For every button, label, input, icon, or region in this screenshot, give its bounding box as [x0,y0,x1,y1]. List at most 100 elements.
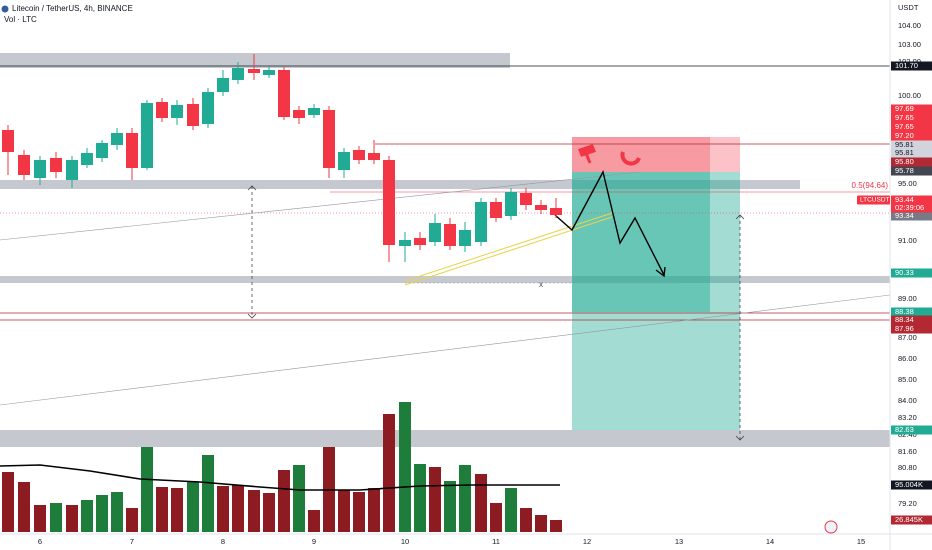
volume-bar [278,470,290,532]
volume-bar [202,455,214,532]
price-axis-label: 81.60 [898,447,917,456]
price-axis-label: 95.00 [898,179,917,188]
candle-body [156,102,168,118]
volume-bar [520,508,532,532]
volume-bar [550,520,562,532]
candle-body [18,155,30,175]
candle-body [490,202,502,218]
price-tag [891,122,932,132]
channel-line [404,212,613,282]
volume-bar [66,505,78,532]
candle-body [308,108,320,115]
volume-bar [429,467,441,532]
volume-bar [475,474,487,532]
symbol-tag-timer: 02:39:06 [895,203,924,212]
price-tag [891,104,932,114]
target-zone [572,172,710,312]
price-tag [891,166,932,176]
candle-body [34,160,46,178]
price-axis-label: 89.00 [898,294,917,303]
price-tag-label: 95.78 [895,166,914,175]
candle-body [414,238,426,245]
price-tag-label: 97.65 [895,122,914,131]
time-axis-label: 15 [857,537,865,546]
volume-bar [383,414,395,532]
volume-bar [399,402,411,532]
time-axis-label: 8 [221,537,225,546]
price-tag-label: 90.33 [895,268,914,277]
volume-bar [126,508,138,532]
stop-zone [710,137,740,172]
price-tag [891,515,932,525]
price-tag [891,480,932,490]
price-axis-label: 84.00 [898,396,917,405]
candle-body [535,205,547,210]
price-tag-label: 82.63 [895,425,914,434]
price-tag [891,113,932,123]
price-tag [891,315,932,325]
volume-bar [81,500,93,532]
price-axis-label: 91.00 [898,236,917,245]
time-axis-label: 12 [583,537,591,546]
channel-line [404,216,613,286]
price-tag-label: 97.65 [895,113,914,122]
time-axis-label: 7 [130,537,134,546]
projection-path [554,170,665,276]
volume-ma [0,464,560,491]
price-tag [891,211,932,221]
price-tag [891,268,932,278]
candle-body [505,192,517,216]
zone [0,276,890,283]
symbol-tag-price: 93.44 [895,195,914,204]
time-axis-label: 13 [675,537,683,546]
candle-body [50,158,62,172]
price-axis-label: 104.00 [898,21,921,30]
trend-line [0,294,891,406]
candle-body [293,110,305,118]
time-axis-label: 11 [492,537,500,546]
price-axis-label: 79.20 [898,499,917,508]
magnet-icon [620,151,641,166]
candle-body [368,153,380,160]
volume-bar [141,447,153,532]
volume-bar [535,515,547,532]
symbol-tag-name: LTCUSDT [860,197,890,204]
price-tag [891,324,932,334]
target-zone [572,172,740,430]
volume-bar [414,464,426,532]
price-tag-label: 95.81 [895,148,914,157]
volume-bar [338,490,350,532]
price-axis-label: 83.20 [898,413,917,422]
candle-body [141,103,153,168]
time-axis-label: 6 [38,537,42,546]
candle-body [111,133,123,145]
price-tag [891,61,932,71]
zone [0,180,800,189]
flag-icon [824,520,838,534]
volume-bar [96,495,108,532]
fib-label: 0.5(94.64) [852,181,889,190]
stop-zone [572,137,710,172]
price-unit: USDT [898,3,919,12]
candle-body [126,133,138,168]
candle-body [429,223,441,242]
candle-body [96,143,108,158]
volume-bar [232,485,244,532]
candle-body [81,153,93,165]
candle-body [399,240,411,246]
volume-bar [353,492,365,532]
price-tag [891,195,932,213]
price-tag-label: 88.34 [895,315,914,324]
trend-line [0,171,641,241]
zone [0,430,890,447]
volume-bar [156,487,168,532]
price-tag-label: 101.70 [895,61,918,70]
price-axis-label: 80.80 [898,463,917,472]
price-tag-label: 95.80 [895,157,914,166]
candle-body [323,110,335,168]
volume-bar [18,482,30,532]
candle-body [520,193,532,205]
price-tag-label: 95.81 [895,140,914,149]
hammer-icon [578,144,596,164]
arrow-head [735,214,745,441]
